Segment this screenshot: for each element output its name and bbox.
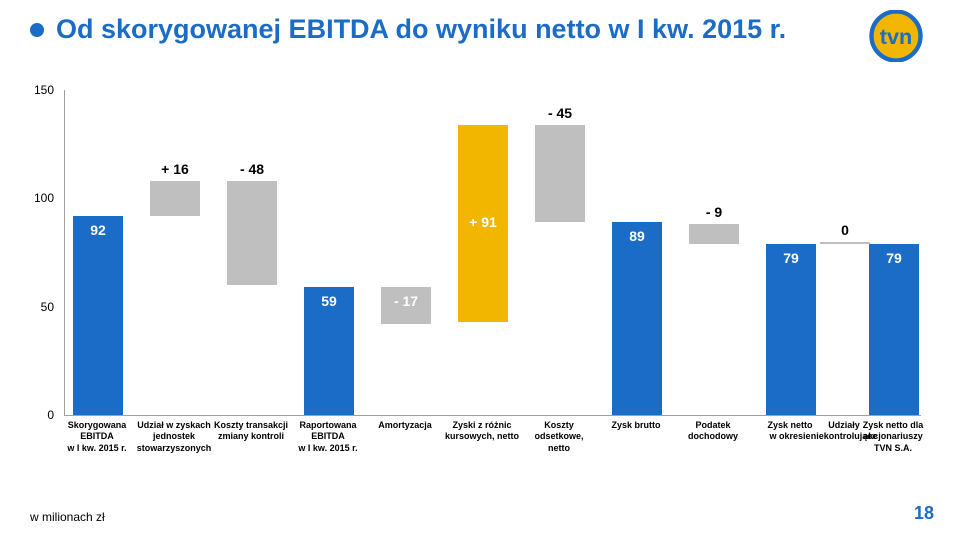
- tvn-logo-icon: tvn: [860, 10, 932, 62]
- x-axis-labels: Skorygowana EBITDA w I kw. 2015 r.Udział…: [64, 420, 920, 480]
- bar-value-label: 92: [90, 222, 106, 238]
- y-tick: 150: [30, 83, 54, 97]
- title-bullet-icon: [30, 23, 44, 37]
- bar-value-label: - 9: [706, 204, 722, 220]
- bar-value-label: 89: [629, 228, 645, 244]
- bar-zyski_roznic: + 91: [458, 125, 508, 322]
- waterfall-chart: 050100150 92+ 16- 4859- 17+ 91- 4589- 97…: [30, 90, 920, 460]
- x-category-label: Koszty odsetkowe, netto: [519, 420, 599, 454]
- bar-zysk_brutto: 89: [612, 222, 662, 415]
- y-tick: 100: [30, 191, 54, 205]
- bar-value-label: 79: [783, 250, 799, 266]
- bar-value-label: 59: [321, 293, 337, 309]
- bar-zysk_netto_akc: 79: [869, 244, 919, 415]
- x-category-label: Koszty transakcji zmiany kontroli: [211, 420, 291, 443]
- bar-raport_ebitda: 59: [304, 287, 354, 415]
- bar-value-label: 0: [841, 222, 849, 238]
- bar-koszty_trans: - 48: [227, 181, 277, 285]
- x-category-label: Zysk netto dla akcjonariuszy TVN S.A.: [853, 420, 933, 454]
- x-category-label: Raportowana EBITDA w I kw. 2015 r.: [288, 420, 368, 454]
- bar-value-label: - 45: [548, 105, 572, 121]
- bar-udzial: + 16: [150, 181, 200, 216]
- bar-skoryg_ebitda: 92: [73, 216, 123, 415]
- x-category-label: Udział w zyskach jednostek stowarzyszony…: [134, 420, 214, 454]
- svg-text:tvn: tvn: [880, 24, 912, 49]
- bar-value-label: - 48: [240, 161, 264, 177]
- bar-value-label: - 17: [394, 293, 418, 309]
- plot-area: 92 + 16 - 48 59 - 17 + 91 - 45 89 - 9 79 0 79: [64, 90, 921, 416]
- slide-title: Od skorygowanej EBITDA do wyniku netto w…: [56, 14, 786, 45]
- bar-amort: - 17: [381, 287, 431, 324]
- slide: Od skorygowanej EBITDA do wyniku netto w…: [0, 0, 960, 538]
- x-category-label: Zysk brutto: [596, 420, 676, 431]
- bar-podatek: - 9: [689, 224, 739, 244]
- page-number: 18: [914, 503, 934, 524]
- x-category-label: Amortyzacja: [365, 420, 445, 431]
- x-category-label: Zyski z różnic kursowych, netto: [442, 420, 522, 443]
- y-tick: 50: [30, 300, 54, 314]
- footer-note: w milionach zł: [30, 510, 105, 524]
- bar-value-label: 79: [886, 250, 902, 266]
- title-row: Od skorygowanej EBITDA do wyniku netto w…: [30, 14, 786, 45]
- bar-koszty_ods: - 45: [535, 125, 585, 223]
- bar-value-label: + 16: [161, 161, 189, 177]
- bar-value-label: + 91: [469, 214, 497, 230]
- bar-udzialy_nk: 0: [820, 242, 870, 244]
- x-category-label: Podatek dochodowy: [673, 420, 753, 443]
- y-axis: 050100150: [30, 90, 62, 415]
- bar-zysk_netto_okr: 79: [766, 244, 816, 415]
- y-tick: 0: [30, 408, 54, 422]
- x-category-label: Skorygowana EBITDA w I kw. 2015 r.: [57, 420, 137, 454]
